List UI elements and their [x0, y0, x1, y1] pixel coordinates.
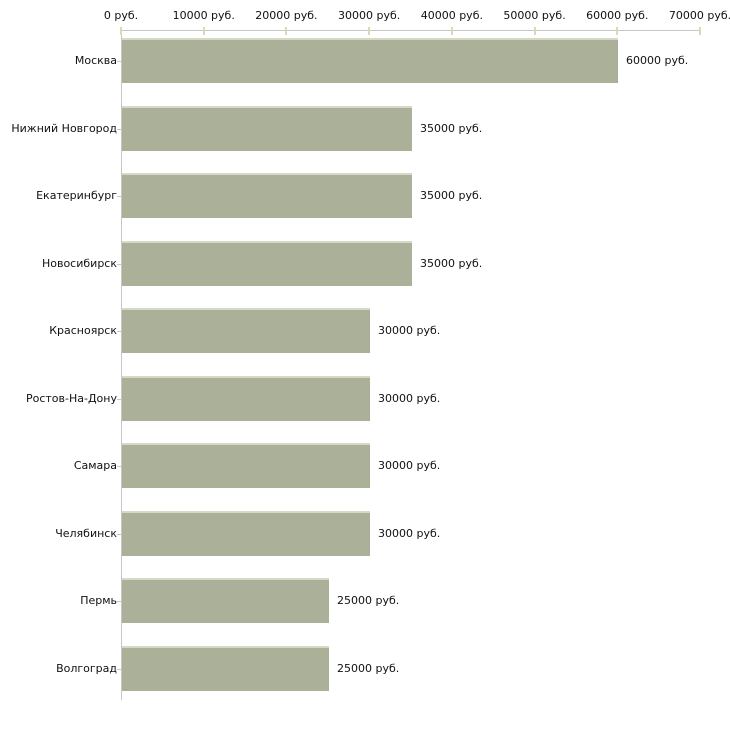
- x-axis-tick: [120, 27, 122, 35]
- y-axis-line: [121, 30, 122, 700]
- value-label: 35000 руб.: [420, 256, 483, 270]
- bar-9: [122, 578, 329, 623]
- y-axis-tick: [117, 669, 121, 670]
- value-label: 30000 руб.: [378, 526, 441, 540]
- bar-5: [122, 308, 370, 353]
- category-label: Челябинск: [55, 526, 117, 540]
- x-axis-tick-label: 20000 руб.: [255, 9, 318, 22]
- bar-8: [122, 511, 370, 556]
- value-label: 60000 руб.: [626, 53, 689, 67]
- x-axis-tick-label: 60000 руб.: [586, 9, 649, 22]
- value-label: 30000 руб.: [378, 458, 441, 472]
- x-axis-tick-label: 50000 руб.: [503, 9, 566, 22]
- value-label: 25000 руб.: [337, 661, 400, 675]
- category-label: Нижний Новгород: [11, 121, 117, 135]
- bar-2: [122, 106, 412, 151]
- bar-1: [122, 38, 618, 83]
- value-label: 30000 руб.: [378, 391, 441, 405]
- x-axis-tick: [450, 27, 453, 35]
- x-axis-tick-label: 70000 руб.: [668, 9, 730, 22]
- category-label: Пермь: [80, 593, 117, 607]
- y-axis-tick: [117, 601, 121, 602]
- y-axis-tick: [117, 399, 121, 400]
- x-axis-tick-label: 10000 руб.: [172, 9, 235, 22]
- category-label: Волгоград: [56, 661, 117, 675]
- y-axis-tick: [117, 129, 121, 130]
- x-axis-tick-label: 30000 руб.: [338, 9, 401, 22]
- category-label: Москва: [74, 53, 117, 67]
- y-axis-tick: [117, 466, 121, 467]
- x-axis-tick: [616, 27, 619, 35]
- y-axis-tick: [117, 331, 121, 332]
- x-axis-tick: [368, 27, 371, 35]
- bar-4: [122, 241, 412, 286]
- value-label: 30000 руб.: [378, 323, 441, 337]
- bar-10: [122, 646, 329, 691]
- x-axis-tick-label: 40000 руб.: [420, 9, 483, 22]
- x-axis-tick: [533, 27, 536, 35]
- category-label: Красноярск: [49, 323, 117, 337]
- bar-3: [122, 173, 412, 218]
- x-axis-line: [121, 30, 701, 31]
- category-label: Новосибирск: [41, 256, 117, 270]
- category-label: Самара: [73, 458, 117, 472]
- category-label: Екатеринбург: [36, 188, 117, 202]
- x-axis-tick: [699, 27, 701, 35]
- y-axis-tick: [117, 196, 121, 197]
- x-axis-tick-label: 0 руб.: [103, 9, 139, 22]
- category-label: Ростов-На-Дону: [25, 391, 117, 405]
- y-axis-tick: [117, 264, 121, 265]
- y-axis-tick: [117, 534, 121, 535]
- value-label: 25000 руб.: [337, 593, 400, 607]
- y-axis-tick: [117, 61, 121, 62]
- x-axis-tick: [285, 27, 288, 35]
- bar-7: [122, 443, 370, 488]
- bar-6: [122, 376, 370, 421]
- value-label: 35000 руб.: [420, 188, 483, 202]
- value-label: 35000 руб.: [420, 121, 483, 135]
- x-axis-tick: [202, 27, 205, 35]
